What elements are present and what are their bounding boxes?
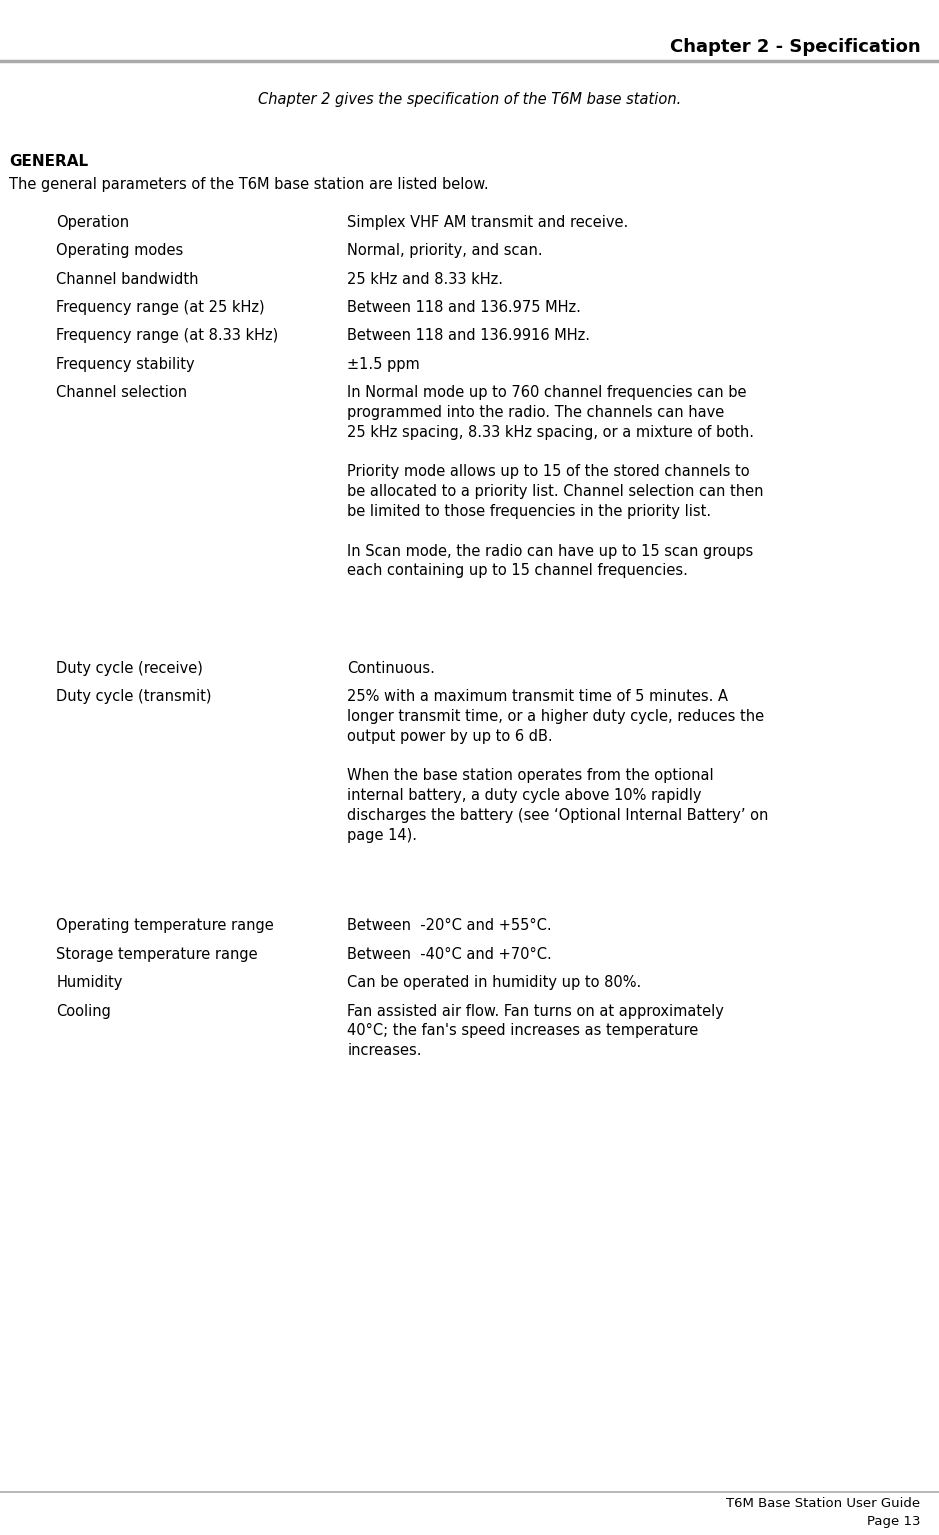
Text: Operating modes: Operating modes (56, 243, 184, 258)
Text: Chapter 2 gives the specification of the T6M base station.: Chapter 2 gives the specification of the… (258, 92, 681, 107)
Text: Storage temperature range: Storage temperature range (56, 947, 258, 962)
Text: Humidity: Humidity (56, 975, 123, 990)
Text: Channel selection: Channel selection (56, 385, 188, 401)
Text: Frequency range (at 8.33 kHz): Frequency range (at 8.33 kHz) (56, 328, 279, 344)
Text: Operating temperature range: Operating temperature range (56, 918, 274, 933)
Text: 25 kHz and 8.33 kHz.: 25 kHz and 8.33 kHz. (347, 272, 503, 287)
Text: Duty cycle (receive): Duty cycle (receive) (56, 660, 203, 675)
Text: Between 118 and 136.975 MHz.: Between 118 and 136.975 MHz. (347, 299, 581, 315)
Text: Fan assisted air flow. Fan turns on at approximately
40°C; the fan's speed incre: Fan assisted air flow. Fan turns on at a… (347, 1004, 724, 1058)
Text: Duty cycle (transmit): Duty cycle (transmit) (56, 689, 212, 705)
Text: Can be operated in humidity up to 80%.: Can be operated in humidity up to 80%. (347, 975, 641, 990)
Text: 25% with a maximum transmit time of 5 minutes. A
longer transmit time, or a high: 25% with a maximum transmit time of 5 mi… (347, 689, 769, 843)
Text: Page 13: Page 13 (867, 1515, 920, 1527)
Text: Cooling: Cooling (56, 1004, 111, 1019)
Text: Frequency stability: Frequency stability (56, 356, 195, 371)
Text: ±1.5 ppm: ±1.5 ppm (347, 356, 420, 371)
Text: Between  -40°C and +70°C.: Between -40°C and +70°C. (347, 947, 552, 962)
Text: T6M Base Station User Guide: T6M Base Station User Guide (726, 1497, 920, 1509)
Text: Normal, priority, and scan.: Normal, priority, and scan. (347, 243, 543, 258)
Text: Operation: Operation (56, 215, 130, 230)
Text: Continuous.: Continuous. (347, 660, 436, 675)
Text: The general parameters of the T6M base station are listed below.: The general parameters of the T6M base s… (9, 177, 489, 192)
Text: Between 118 and 136.9916 MHz.: Between 118 and 136.9916 MHz. (347, 328, 591, 344)
Text: Channel bandwidth: Channel bandwidth (56, 272, 199, 287)
Text: Chapter 2 - Specification: Chapter 2 - Specification (670, 38, 920, 57)
Text: In Normal mode up to 760 channel frequencies can be
programmed into the radio. T: In Normal mode up to 760 channel frequen… (347, 385, 764, 579)
Text: Simplex VHF AM transmit and receive.: Simplex VHF AM transmit and receive. (347, 215, 629, 230)
Text: Frequency range (at 25 kHz): Frequency range (at 25 kHz) (56, 299, 265, 315)
Text: Between  -20°C and +55°C.: Between -20°C and +55°C. (347, 918, 552, 933)
Text: GENERAL: GENERAL (9, 154, 88, 169)
